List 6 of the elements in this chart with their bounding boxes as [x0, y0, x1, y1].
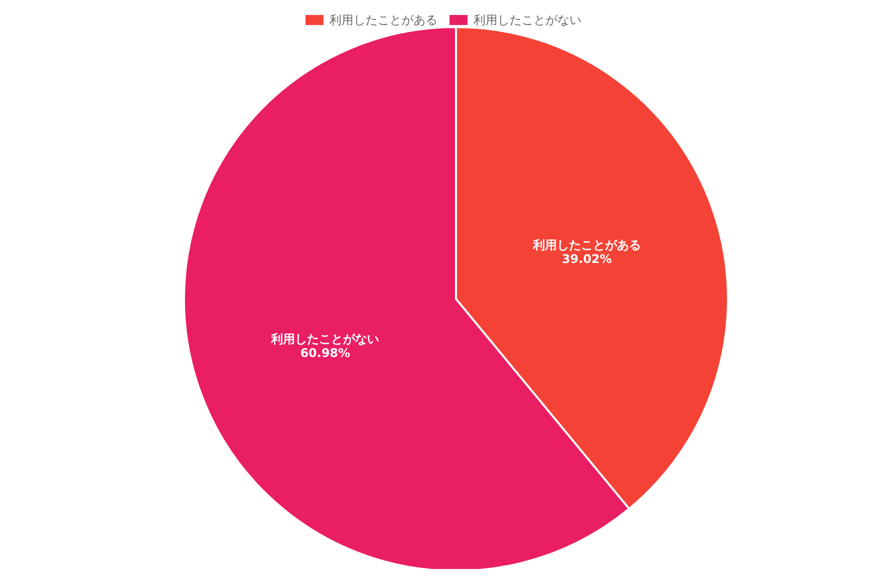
- data-label: 39.02%: [562, 252, 612, 266]
- data-label: 60.98%: [300, 346, 350, 360]
- slice-label: 利用したことがない: [270, 332, 380, 346]
- legend-label: 利用したことがない: [474, 13, 582, 27]
- slice-label: 利用したことがある: [532, 238, 641, 252]
- legend-label: 利用したことがある: [330, 13, 438, 27]
